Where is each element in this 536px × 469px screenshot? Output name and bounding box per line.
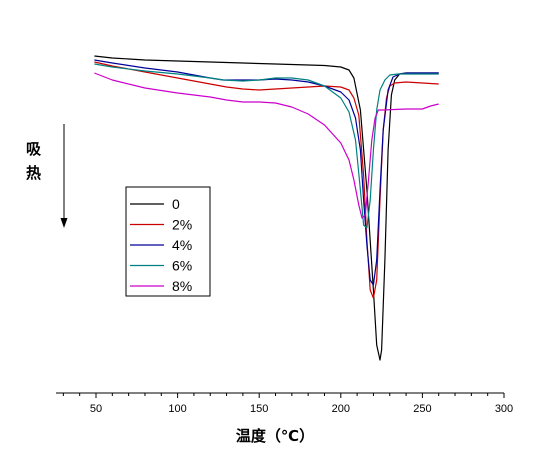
legend-label-0: 0 (172, 196, 180, 212)
endothermic-arrow (60, 124, 68, 228)
legend-box (125, 186, 211, 297)
series-line-0 (94, 55, 439, 361)
x-tick-label-250: 250 (413, 403, 431, 415)
legend-label-4: 8% (172, 278, 192, 294)
x-axis-label: 温度（℃） (236, 427, 314, 445)
legend-label-2: 4% (172, 237, 192, 253)
series-line-4 (94, 72, 439, 219)
series-lines (94, 55, 439, 361)
series-line-3 (94, 63, 439, 229)
x-tick-label-150: 150 (250, 403, 268, 415)
ylabel-char-2: 热 (26, 164, 41, 182)
x-tick-label-300: 300 (495, 403, 513, 415)
legend-label-1: 2% (172, 217, 192, 233)
ylabel-char-1: 吸 (26, 140, 42, 158)
x-tick-label-100: 100 (168, 403, 186, 415)
x-axis-ticks: 50 100 150 200 250 300 (62, 393, 513, 415)
legend-label-3: 6% (172, 258, 192, 274)
x-tick-label-50: 50 (90, 403, 102, 415)
x-tick-label-200: 200 (332, 403, 350, 415)
legend: 0 2% 4% 6% 8% (125, 186, 211, 297)
